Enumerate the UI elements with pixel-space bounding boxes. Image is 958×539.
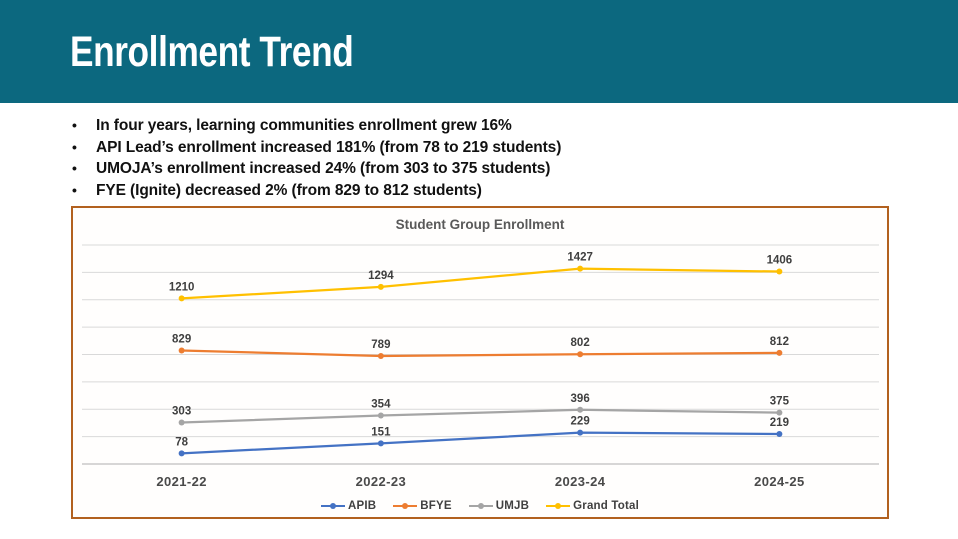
data-label: 229: [571, 416, 590, 428]
bullet-text: In four years, learning communities enro…: [96, 117, 512, 134]
chart-title: Student Group Enrollment: [396, 217, 565, 232]
category-label: 2023-24: [555, 474, 606, 489]
bullet-text: UMOJA’s enrollment increased 24% (from 3…: [96, 160, 551, 178]
data-point: [577, 265, 584, 272]
data-label: 354: [371, 399, 391, 411]
data-point: [377, 440, 384, 447]
data-point: [776, 268, 783, 275]
legend-label: UMJB: [495, 500, 530, 512]
data-label: 802: [571, 337, 590, 349]
legend-item-APIB: APIB: [320, 500, 377, 512]
data-point: [776, 349, 783, 356]
data-label: 1210: [169, 281, 195, 293]
data-label: 151: [371, 426, 391, 438]
data-point: [178, 295, 185, 302]
data-label: 78: [175, 436, 188, 448]
data-point: [178, 450, 185, 457]
bullet-text: API Lead’s enrollment increased 181% (fr…: [96, 138, 562, 156]
bullet-item: • UMOJA’s enrollment increased 24% (from…: [72, 158, 892, 180]
chart-container: Student Group Enrollment 2021-22 2022-23 20…: [71, 206, 889, 519]
legend-key-icon: [320, 503, 345, 509]
category-label: 2024-25: [754, 474, 805, 489]
legend-key-icon: [468, 503, 493, 509]
data-label: 375: [770, 396, 790, 408]
data-point: [577, 351, 584, 358]
series-line-UMJB: [181, 408, 780, 424]
data-point: [776, 431, 783, 438]
slide-title: Enrollment Trend: [70, 28, 354, 76]
data-label: 1427: [567, 252, 593, 264]
bullet-icon: •: [72, 160, 77, 177]
data-point: [377, 283, 384, 290]
chart-legend: APIB BFYE UMJB Grand Total: [73, 500, 887, 512]
bullet-text: FYE (Ignite) decreased 2% (from 829 to 8…: [96, 181, 482, 199]
data-label: 789: [371, 339, 390, 351]
data-point: [377, 353, 384, 360]
legend-item-BFYE: BFYE: [393, 500, 452, 512]
data-point: [178, 419, 185, 426]
enrollment-line-chart: Student Group Enrollment 2021-22 2022-23 20…: [82, 217, 879, 489]
data-label: 396: [571, 393, 590, 405]
data-point: [776, 409, 783, 416]
data-point: [577, 429, 584, 436]
bullet-icon: •: [72, 117, 77, 133]
bullet-item: • In four years, learning communities en…: [72, 115, 892, 137]
data-label: 812: [770, 336, 789, 348]
legend-label: Grand Total: [573, 500, 640, 512]
bullet-item: • FYE (Ignite) decreased 2% (from 829 to…: [72, 180, 892, 202]
bullet-icon: •: [72, 181, 77, 198]
data-point: [577, 406, 584, 413]
legend-item-UMJB: UMJB: [468, 500, 530, 512]
bullet-list: • In four years, learning communities en…: [72, 115, 892, 201]
data-label: 219: [770, 417, 789, 429]
series-line-Grand Total: [181, 267, 780, 300]
data-point: [377, 412, 384, 419]
slide-header-band: Enrollment Trend: [0, 0, 958, 103]
data-point: [178, 347, 185, 354]
legend-key-icon: [393, 503, 418, 509]
bullet-item: • API Lead’s enrollment increased 181% (…: [72, 137, 892, 159]
bullet-icon: •: [72, 138, 77, 155]
data-label: 1294: [368, 270, 394, 282]
category-label: 2022-23: [356, 474, 407, 489]
series-line-BFYE: [181, 349, 780, 358]
legend-label: BFYE: [420, 500, 452, 512]
series-line-APIB: [181, 431, 780, 455]
category-label: 2021-22: [156, 474, 207, 489]
legend-item-Grand Total: Grand Total: [546, 500, 639, 512]
legend-key-icon: [546, 503, 571, 509]
data-label: 303: [172, 406, 191, 418]
data-label: 829: [172, 334, 191, 346]
data-label: 1406: [767, 255, 793, 267]
legend-label: APIB: [347, 500, 377, 512]
